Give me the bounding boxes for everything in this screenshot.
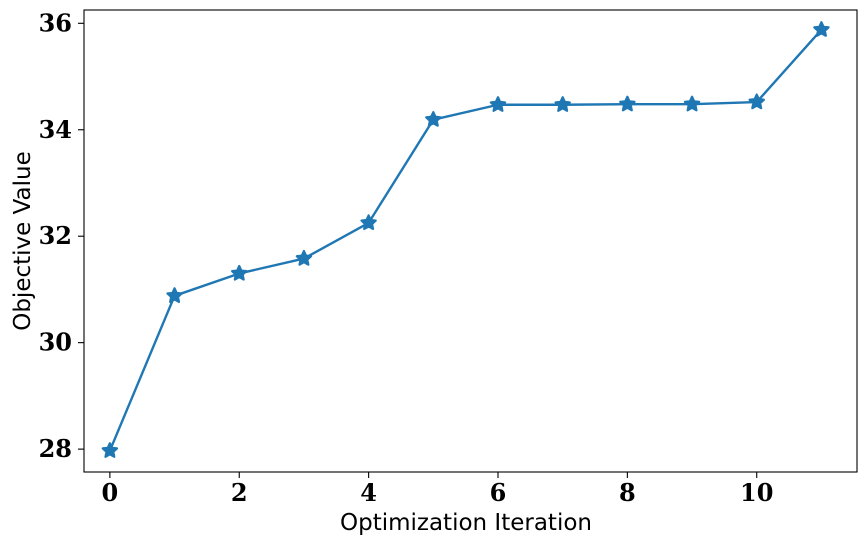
series-line — [108, 28, 823, 452]
y-axis-label: Objective Value — [10, 151, 36, 331]
y-tick-label: 28 — [39, 434, 72, 463]
data-point-marker — [166, 287, 183, 303]
data-point-marker — [748, 93, 765, 110]
x-tick-label: 6 — [490, 478, 507, 507]
data-point-marker — [101, 442, 119, 458]
data-point-marker — [231, 264, 248, 281]
axis-ticks: 0 2 4 6 8 10 28 30 32 34 36 — [39, 8, 774, 507]
x-tick-label: 2 — [231, 478, 248, 507]
data-point-marker — [489, 96, 507, 112]
x-tick-label: 10 — [740, 478, 773, 507]
data-point-marker — [360, 214, 377, 231]
y-tick-label: 36 — [39, 8, 72, 37]
x-tick-label: 8 — [619, 478, 636, 507]
x-tick-label: 4 — [360, 478, 377, 507]
data-point-marker — [619, 95, 636, 112]
data-point-marker — [813, 21, 830, 37]
data-point-marker — [554, 96, 571, 112]
y-tick-label: 30 — [39, 328, 72, 357]
data-point-marker — [683, 95, 701, 112]
plot-area — [83, 9, 858, 473]
y-tick-label: 32 — [39, 221, 72, 250]
series-group — [101, 21, 830, 458]
data-point-marker — [425, 111, 442, 127]
x-tick-label: 0 — [102, 478, 119, 507]
x-axis-label: Optimization Iteration — [340, 510, 592, 536]
y-tick-label: 34 — [39, 115, 72, 144]
data-point-marker — [295, 249, 313, 266]
